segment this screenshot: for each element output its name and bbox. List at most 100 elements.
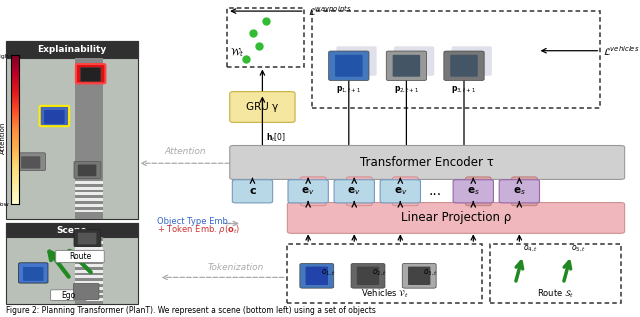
- Text: Attention: Attention: [0, 122, 6, 154]
- Text: $\mathbf{c}$: $\mathbf{c}$: [248, 186, 257, 196]
- FancyBboxPatch shape: [453, 180, 493, 203]
- FancyBboxPatch shape: [380, 180, 420, 203]
- Bar: [75, 241, 104, 244]
- Bar: [75, 281, 104, 284]
- Text: ...: ...: [429, 184, 442, 198]
- Text: $\mathbf{e}_v$: $\mathbf{e}_v$: [348, 185, 361, 197]
- Bar: [75, 247, 104, 250]
- Bar: [75, 58, 104, 219]
- Text: $\mathbf{p}_{2,t+1}$: $\mathbf{p}_{2,t+1}$: [394, 84, 419, 95]
- Bar: [75, 258, 104, 261]
- Text: $\mathcal{L}^{\mathit{vehicles}}$: $\mathcal{L}^{\mathit{vehicles}}$: [603, 44, 639, 58]
- Bar: [6, 41, 138, 219]
- Text: $\mathbf{e}_v$: $\mathbf{e}_v$: [301, 185, 315, 197]
- Bar: [75, 237, 104, 304]
- Bar: [490, 244, 621, 303]
- FancyBboxPatch shape: [74, 283, 99, 300]
- FancyBboxPatch shape: [451, 55, 478, 77]
- Text: $\mathbf{e}_v$: $\mathbf{e}_v$: [394, 185, 407, 197]
- Text: $o_{5,t}$: $o_{5,t}$: [571, 243, 586, 254]
- Bar: [75, 298, 104, 301]
- Text: $\mathbf{p}_{3,t+1}$: $\mathbf{p}_{3,t+1}$: [451, 84, 477, 95]
- Text: Attention: Attention: [164, 147, 206, 156]
- FancyBboxPatch shape: [301, 177, 326, 206]
- Text: Tokenization: Tokenization: [207, 263, 264, 272]
- FancyBboxPatch shape: [17, 153, 45, 171]
- Bar: [287, 244, 482, 303]
- FancyBboxPatch shape: [393, 177, 418, 206]
- FancyBboxPatch shape: [329, 51, 369, 81]
- Text: Route $\mathcal{S}_t$: Route $\mathcal{S}_t$: [536, 288, 574, 300]
- Text: Scene: Scene: [57, 226, 87, 235]
- Text: $o_{2,t}$: $o_{2,t}$: [372, 268, 387, 278]
- Text: Vehicles $\mathcal{V}_t$: Vehicles $\mathcal{V}_t$: [360, 288, 408, 300]
- FancyBboxPatch shape: [466, 177, 491, 206]
- FancyBboxPatch shape: [403, 263, 436, 288]
- Text: Ego: Ego: [61, 291, 76, 300]
- FancyBboxPatch shape: [334, 180, 374, 203]
- Bar: [75, 187, 104, 190]
- Bar: [75, 253, 104, 256]
- Text: $\mathcal{W}_t$: $\mathcal{W}_t$: [230, 46, 244, 59]
- FancyBboxPatch shape: [23, 267, 44, 281]
- Text: Figure 2: Planning Transformer (PlanT). We represent a scene (bottom left) using: Figure 2: Planning Transformer (PlanT). …: [6, 306, 376, 315]
- Bar: [75, 275, 104, 278]
- Bar: [75, 210, 104, 212]
- FancyBboxPatch shape: [387, 51, 427, 81]
- Text: $o_{4,t}$: $o_{4,t}$: [523, 243, 538, 254]
- Text: $\mathcal{L}^{\mathit{waypoints}}$: $\mathcal{L}^{\mathit{waypoints}}$: [308, 4, 352, 18]
- FancyBboxPatch shape: [74, 161, 101, 178]
- Text: Linear Projection ρ: Linear Projection ρ: [401, 211, 511, 224]
- Text: $\mathbf{e}_s$: $\mathbf{e}_s$: [467, 185, 479, 197]
- Text: GRU γ: GRU γ: [246, 102, 278, 112]
- FancyBboxPatch shape: [51, 290, 86, 301]
- FancyBboxPatch shape: [499, 180, 540, 203]
- FancyBboxPatch shape: [78, 233, 97, 244]
- FancyBboxPatch shape: [408, 267, 431, 285]
- Text: Explainability: Explainability: [37, 45, 107, 54]
- Bar: [75, 198, 104, 201]
- Text: $\mathbf{p}_{1,t+1}$: $\mathbf{p}_{1,t+1}$: [336, 84, 362, 95]
- FancyBboxPatch shape: [347, 177, 372, 206]
- FancyBboxPatch shape: [300, 263, 334, 288]
- Bar: [75, 293, 104, 295]
- Bar: [75, 264, 104, 267]
- FancyBboxPatch shape: [351, 263, 385, 288]
- FancyBboxPatch shape: [230, 146, 625, 179]
- FancyBboxPatch shape: [357, 267, 380, 285]
- Bar: [227, 8, 304, 67]
- FancyBboxPatch shape: [40, 106, 69, 126]
- Bar: [312, 11, 600, 108]
- FancyBboxPatch shape: [232, 180, 273, 203]
- Text: Transformer Encoder τ: Transformer Encoder τ: [360, 156, 494, 169]
- Text: Object Type Emb.: Object Type Emb.: [157, 217, 230, 226]
- FancyBboxPatch shape: [306, 267, 328, 285]
- Bar: [75, 287, 104, 290]
- Bar: [75, 270, 104, 273]
- FancyBboxPatch shape: [56, 250, 104, 262]
- Bar: [75, 181, 104, 184]
- FancyBboxPatch shape: [74, 230, 101, 247]
- FancyBboxPatch shape: [512, 177, 537, 206]
- FancyBboxPatch shape: [81, 68, 101, 81]
- Text: $o_{1,t}$: $o_{1,t}$: [321, 268, 336, 278]
- FancyBboxPatch shape: [444, 51, 484, 81]
- Text: $\mathbf{h}_t[0]$: $\mathbf{h}_t[0]$: [266, 132, 285, 144]
- FancyBboxPatch shape: [44, 110, 65, 124]
- Text: Route: Route: [69, 252, 91, 261]
- Bar: [6, 223, 138, 237]
- FancyBboxPatch shape: [337, 46, 376, 76]
- FancyBboxPatch shape: [78, 165, 97, 176]
- FancyBboxPatch shape: [394, 46, 435, 76]
- FancyBboxPatch shape: [19, 263, 48, 283]
- FancyBboxPatch shape: [287, 203, 625, 233]
- Text: $o_{3,t}$: $o_{3,t}$: [423, 268, 438, 278]
- Bar: [6, 223, 138, 304]
- Bar: [6, 41, 138, 58]
- FancyBboxPatch shape: [335, 55, 363, 77]
- FancyBboxPatch shape: [452, 46, 492, 76]
- Bar: [75, 204, 104, 207]
- Text: + Token Emb. $\rho(\mathbf{o}_t)$: + Token Emb. $\rho(\mathbf{o}_t)$: [157, 223, 240, 236]
- FancyBboxPatch shape: [288, 180, 328, 203]
- FancyBboxPatch shape: [393, 55, 420, 77]
